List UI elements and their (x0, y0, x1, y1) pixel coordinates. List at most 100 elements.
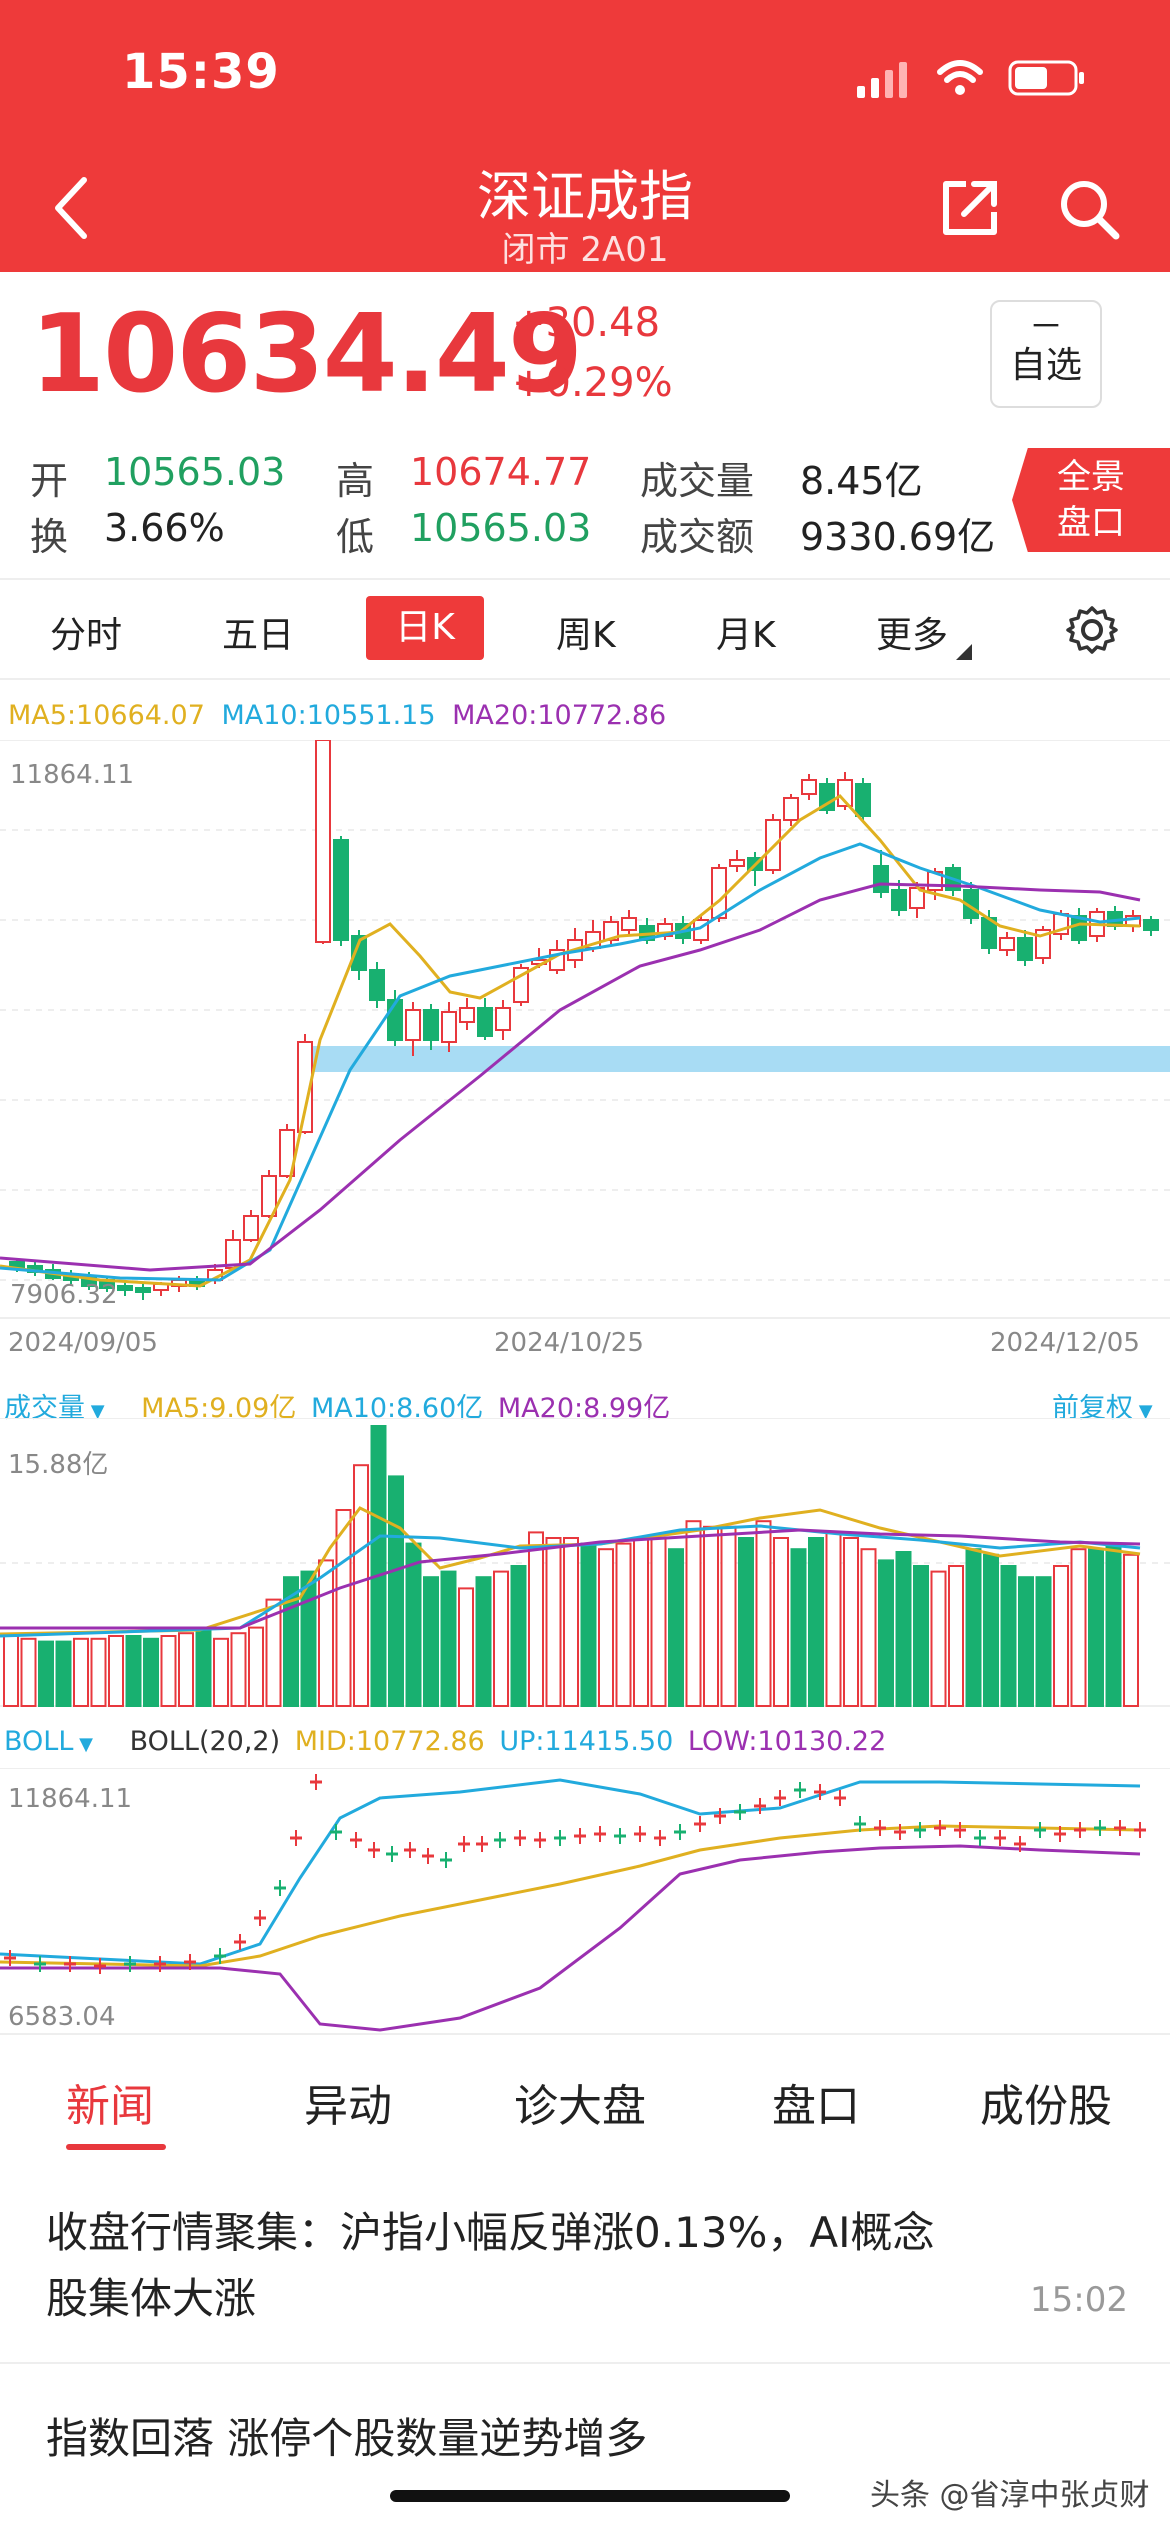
kline-chart[interactable] (0, 740, 1170, 1360)
volume-bar (108, 1635, 124, 1707)
candle-body (891, 889, 907, 911)
candle-body (621, 917, 637, 931)
volume-bar (528, 1531, 544, 1708)
boll-mid-line (0, 1824, 1141, 1968)
volume-bar (318, 1559, 334, 1707)
volume-bar (1123, 1553, 1139, 1707)
candle-body (441, 1011, 457, 1043)
volume-bar (895, 1551, 912, 1707)
candle-body (783, 797, 799, 821)
tab-news[interactable]: 新闻 (66, 2081, 154, 2132)
tab-monthly-k[interactable]: 月K (716, 615, 776, 656)
boll-y-low: 6583.04 (8, 2002, 116, 2032)
candle-body (315, 740, 331, 943)
ma-legend: MA5:10664.07 MA10:10551.15 MA20:10772.86 (8, 700, 666, 731)
volume-bar (1053, 1565, 1069, 1707)
boll-title[interactable]: BOLL (4, 1726, 74, 1757)
settings-gear-icon[interactable] (1066, 604, 1118, 656)
volume-bar (20, 1637, 37, 1707)
volume-bar (1018, 1576, 1034, 1707)
tab-more[interactable]: 更多 (876, 615, 949, 656)
stat-volume-value: 8.45亿 (800, 459, 923, 503)
volume-bar (1035, 1576, 1052, 1707)
tab-orderbook[interactable]: 盘口 (772, 2081, 860, 2132)
news-item-title[interactable]: 收盘行情聚集：沪指小幅反弹涨0.13%，AI概念股集体大涨 (46, 2208, 935, 2323)
volume-bar (1000, 1565, 1017, 1707)
volume-bar (160, 1635, 177, 1707)
index-price: 10634.49 (30, 292, 583, 417)
volume-bar (580, 1542, 597, 1707)
price-change-pct: +0.29% (512, 360, 673, 406)
volume-bar (265, 1598, 282, 1708)
panorama-button[interactable]: 全景 盘口 (1012, 448, 1170, 552)
volume-bar (55, 1640, 72, 1708)
volume-bar (475, 1576, 492, 1707)
search-icon[interactable] (1058, 178, 1122, 242)
boll-up-legend: UP:11415.50 (499, 1726, 674, 1757)
candle-body (1143, 919, 1159, 931)
kline-date-start: 2024/09/05 (8, 1328, 158, 1358)
volume-bar (615, 1542, 632, 1707)
volume-chart[interactable] (0, 1418, 1170, 1708)
status-time: 15:39 (122, 44, 280, 100)
watchlist-dash: － (1029, 307, 1063, 347)
volume-bar (458, 1587, 474, 1707)
volume-bar (965, 1548, 982, 1707)
signal-icon (857, 62, 907, 98)
volume-bar (178, 1632, 194, 1707)
back-icon[interactable] (52, 176, 92, 240)
tab-weekly-k[interactable]: 周K (556, 615, 616, 656)
candle-body (405, 1009, 421, 1041)
share-icon[interactable] (940, 178, 1000, 238)
tab-diagnosis[interactable]: 诊大盘 (514, 2081, 646, 2132)
candle-body (243, 1215, 259, 1241)
volume-bar (335, 1509, 352, 1707)
boll-chart[interactable] (0, 1768, 1170, 2038)
volume-bar (773, 1537, 789, 1707)
tab-five-day[interactable]: 五日 (222, 615, 295, 656)
home-indicator (390, 2490, 790, 2502)
ma10-legend: MA10:10551.15 (221, 700, 436, 731)
volume-bar (598, 1548, 614, 1707)
boll-legend: BOLL ▼ BOLL(20,2) MID:10772.86 UP:11415.… (4, 1726, 887, 1757)
tab-timeshare[interactable]: 分时 (50, 615, 123, 656)
tab-constituents[interactable]: 成份股 (980, 2081, 1112, 2132)
stat-turnover-value: 3.66% (104, 506, 225, 550)
tab-daily-k[interactable]: 日K (366, 596, 484, 660)
volume-bar (73, 1637, 89, 1707)
volume-bar (720, 1525, 737, 1707)
tab-movement[interactable]: 异动 (304, 2081, 392, 2132)
volume-bar (440, 1570, 457, 1707)
candle-body (351, 935, 367, 971)
volume-bar (843, 1537, 859, 1707)
volume-bar (545, 1537, 562, 1707)
vol-ma10-line (0, 1524, 1141, 1638)
divider (0, 678, 1170, 680)
volume-bar (38, 1640, 54, 1708)
volume-bar (563, 1537, 579, 1707)
candle-body (459, 1007, 475, 1023)
volume-bar (913, 1565, 929, 1707)
volume-bar (1070, 1548, 1087, 1707)
kline-y-high: 11864.11 (10, 760, 135, 790)
wifi-icon (937, 60, 983, 95)
candle-body (117, 1285, 133, 1291)
active-tab-underline (66, 2144, 166, 2150)
support-band (300, 1046, 1170, 1072)
volume-bar (668, 1548, 684, 1707)
volume-bar (213, 1637, 229, 1707)
ma20-line (0, 882, 1141, 1272)
news-item-title[interactable]: 指数回落 涨停个股数量逆势增多 (46, 2414, 648, 2463)
candle-body (477, 1007, 493, 1037)
news-item-time: 15:02 (1030, 2280, 1128, 2320)
volume-bar (300, 1570, 317, 1707)
add-watchlist-button[interactable]: － 自选 (990, 300, 1102, 408)
candle-body (423, 1009, 439, 1041)
stat-turnover-label: 换 (30, 515, 69, 559)
candle-body (135, 1287, 151, 1293)
volume-bar (125, 1635, 142, 1707)
volume-bar (650, 1537, 667, 1707)
vol-ma20-line (0, 1528, 1141, 1630)
candle-body (801, 779, 817, 795)
kline-date-end: 2024/12/05 (990, 1328, 1140, 1358)
